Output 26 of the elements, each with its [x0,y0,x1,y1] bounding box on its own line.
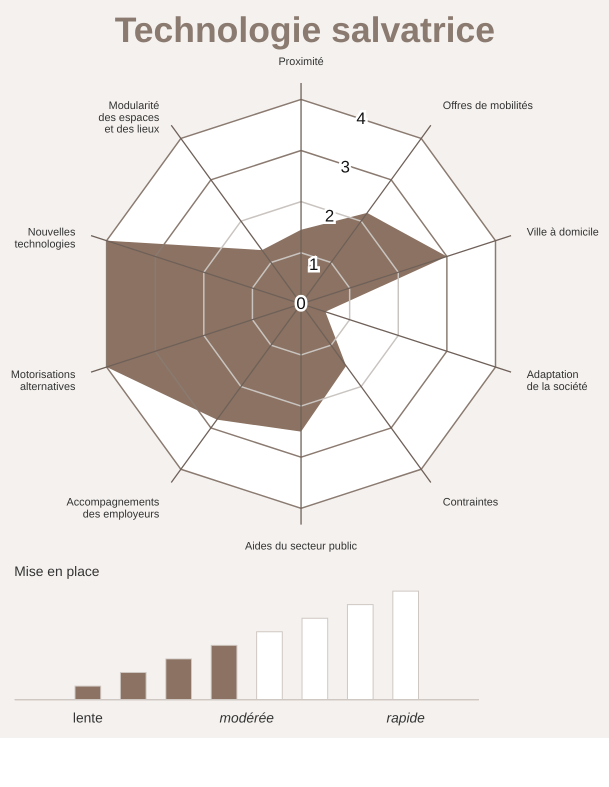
bar [392,590,419,700]
y-tick-label: 1 [309,254,318,274]
y-tick-label: 2 [324,206,334,226]
spoke-label: Accompagnements des employeurs [66,496,160,520]
bar [120,672,147,700]
bar [256,631,283,700]
spoke-label: Nouvelles technologies [14,226,76,250]
chart-title: Technologie salvatrice [114,10,496,50]
spoke-label: Motorisations alternatives [10,369,76,394]
spoke-label: Offres de mobilités [442,100,534,112]
text: lente [72,709,104,726]
bar [74,686,102,700]
y-tick-label: 0 [296,294,306,313]
spoke-label: Ville à domicile [526,226,599,238]
spoke-label: Proximité [278,56,324,68]
text: modérée [220,709,274,726]
bar [346,604,374,700]
spoke-label: Contraintes [442,496,499,509]
bar [210,644,238,700]
text: rapide [386,709,426,726]
chart-title: Mise en place [14,562,100,579]
bar [165,658,192,700]
spoke-label: Aides du secteur public [244,540,358,553]
spoke-label: Modularité des espaces et des lieux [98,100,160,136]
spoke-label: Adaptation de la société [526,369,588,394]
bar [302,618,328,700]
